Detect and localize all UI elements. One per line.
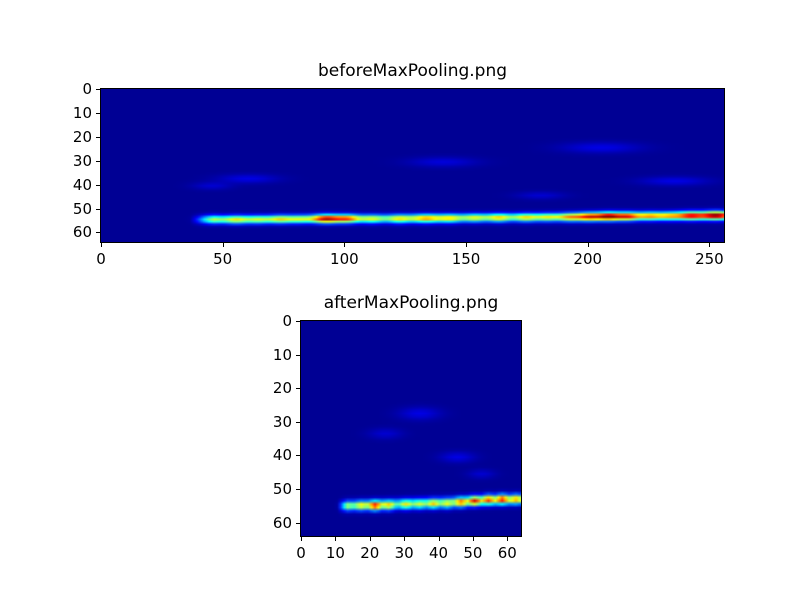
after-maxpooling-heatmap — [300, 320, 522, 537]
x-tick-mark — [222, 243, 224, 247]
y-tick-mark — [296, 321, 300, 322]
x-tick-label: 50 — [213, 250, 233, 268]
y-tick-label: 0 — [82, 80, 92, 98]
x-tick-mark — [709, 243, 711, 247]
x-tick-label: 10 — [325, 544, 345, 562]
y-tick-mark — [96, 136, 100, 138]
after-maxpooling-title: afterMaxPooling.png — [323, 293, 499, 314]
x-tick-label: 40 — [428, 544, 449, 562]
x-tick-label: 0 — [296, 544, 306, 562]
before-maxpooling-title: beforeMaxPooling.png — [317, 61, 508, 82]
y-tick-mark — [296, 421, 300, 423]
y-tick-label: 50 — [72, 199, 92, 218]
x-tick-label: 100 — [330, 250, 359, 268]
x-tick-mark — [466, 243, 468, 247]
x-tick-label: 60 — [497, 544, 517, 562]
y-tick-label: 50 — [272, 479, 292, 498]
x-tick-label: 30 — [394, 544, 414, 562]
y-tick-label: 30 — [272, 412, 292, 431]
y-tick-label: 60 — [72, 223, 92, 242]
y-tick-label: 20 — [272, 379, 292, 398]
y-tick-mark — [296, 488, 300, 490]
x-tick-label: 150 — [451, 250, 481, 268]
y-tick-mark — [296, 522, 300, 524]
x-tick-label: 50 — [463, 544, 483, 562]
y-tick-label: 30 — [72, 151, 92, 170]
x-tick-mark — [101, 243, 102, 247]
x-tick-mark — [369, 537, 371, 541]
x-tick-mark — [404, 537, 406, 541]
x-tick-mark — [472, 537, 474, 541]
x-tick-label: 20 — [360, 544, 380, 562]
after-maxpooling-plot: afterMaxPooling.png 0 10 20 30 40 50 60 0 10 20 30… — [273, 294, 522, 562]
x-tick-label: 250 — [695, 250, 724, 268]
x-tick-mark — [438, 537, 440, 541]
y-tick-mark — [296, 388, 300, 390]
y-tick-mark — [296, 455, 300, 457]
y-tick-mark — [96, 89, 100, 90]
y-tick-label: 10 — [72, 103, 92, 122]
y-tick-mark — [96, 208, 100, 210]
y-tick-mark — [96, 184, 100, 186]
before-maxpooling-plot: beforeMaxPooling.png 0 50 100 150 200 250 0 10 2… — [73, 62, 725, 268]
x-tick-mark — [335, 537, 337, 541]
y-tick-label: 0 — [282, 312, 292, 330]
before-maxpooling-heatmap — [100, 88, 725, 243]
y-tick-mark — [296, 354, 300, 356]
x-tick-label: 0 — [96, 250, 106, 268]
y-tick-label: 60 — [272, 513, 292, 532]
y-tick-label: 40 — [272, 446, 292, 465]
x-tick-mark — [587, 243, 589, 247]
y-tick-label: 10 — [272, 345, 292, 364]
y-tick-mark — [96, 232, 100, 234]
x-tick-mark — [301, 537, 302, 541]
y-tick-mark — [96, 160, 100, 162]
x-tick-mark — [507, 537, 509, 541]
y-tick-label: 40 — [72, 175, 92, 194]
y-tick-label: 20 — [72, 127, 92, 146]
x-tick-label: 200 — [573, 250, 603, 268]
x-tick-mark — [344, 243, 346, 247]
y-tick-mark — [96, 112, 100, 114]
